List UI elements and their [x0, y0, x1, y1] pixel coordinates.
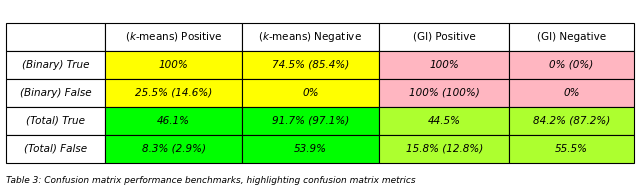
Bar	[6, 23, 105, 51]
Bar	[509, 79, 634, 107]
Text: Table 3: Confusion matrix performance benchmarks, highlighting confusion matrix : Table 3: Confusion matrix performance be…	[6, 176, 416, 185]
Text: 74.5% (85.4%): 74.5% (85.4%)	[272, 60, 349, 70]
Bar	[242, 135, 379, 163]
Bar	[379, 107, 509, 135]
Text: 46.1%: 46.1%	[157, 116, 190, 125]
Text: 44.5%: 44.5%	[428, 116, 461, 125]
Text: 100%: 100%	[429, 60, 459, 70]
Bar	[6, 79, 105, 107]
Bar	[242, 23, 379, 51]
Text: 100%: 100%	[159, 60, 188, 70]
Text: 53.9%: 53.9%	[294, 144, 327, 153]
Text: 0%: 0%	[302, 88, 319, 98]
Bar	[6, 107, 105, 135]
Text: (Total) True: (Total) True	[26, 116, 85, 125]
Bar	[105, 107, 242, 135]
Bar	[105, 79, 242, 107]
Text: ($k$-means) Positive: ($k$-means) Positive	[125, 30, 222, 43]
Bar	[105, 135, 242, 163]
Bar	[105, 23, 242, 51]
Text: (Total) False: (Total) False	[24, 144, 87, 153]
Bar	[379, 135, 509, 163]
Text: 55.5%: 55.5%	[555, 144, 588, 153]
Text: 25.5% (14.6%): 25.5% (14.6%)	[135, 88, 212, 98]
Bar	[509, 135, 634, 163]
Text: (Binary) False: (Binary) False	[20, 88, 92, 98]
Text: 15.8% (12.8%): 15.8% (12.8%)	[406, 144, 483, 153]
Text: 8.3% (2.9%): 8.3% (2.9%)	[141, 144, 205, 153]
Text: (GI) Negative: (GI) Negative	[537, 32, 606, 42]
Bar	[242, 107, 379, 135]
Bar	[6, 51, 105, 79]
Bar	[509, 51, 634, 79]
Text: (Binary) True: (Binary) True	[22, 60, 90, 70]
Bar	[242, 79, 379, 107]
Text: 91.7% (97.1%): 91.7% (97.1%)	[272, 116, 349, 125]
Bar	[242, 51, 379, 79]
Text: (GI) Positive: (GI) Positive	[413, 32, 476, 42]
Bar	[6, 135, 105, 163]
Bar	[379, 51, 509, 79]
Bar	[509, 23, 634, 51]
Text: 100% (100%): 100% (100%)	[409, 88, 479, 98]
Text: 0%: 0%	[563, 88, 580, 98]
Bar	[379, 23, 509, 51]
Text: ($k$-means) Negative: ($k$-means) Negative	[259, 30, 362, 44]
Bar	[379, 79, 509, 107]
Text: 0% (0%): 0% (0%)	[549, 60, 594, 70]
Bar	[105, 51, 242, 79]
Bar	[509, 107, 634, 135]
Text: 84.2% (87.2%): 84.2% (87.2%)	[533, 116, 610, 125]
